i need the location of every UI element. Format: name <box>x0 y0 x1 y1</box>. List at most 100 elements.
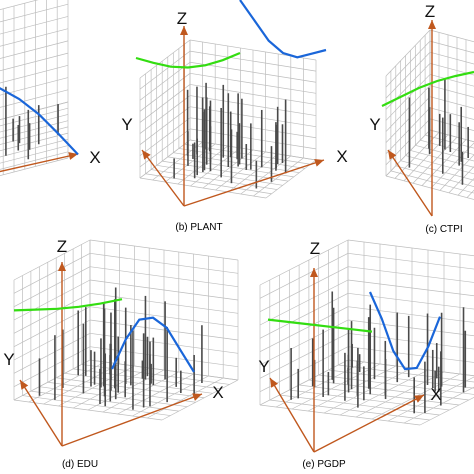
panel-b-floor-gridline <box>156 164 283 186</box>
panel-d-z-label: Z <box>57 237 67 256</box>
panel-d-floor-gridline <box>58 365 135 407</box>
panel-b-floor-gridline <box>162 160 289 182</box>
panel-d-left-wall-gridline <box>13 253 91 294</box>
panel-e-back-wall-gridline <box>347 252 474 270</box>
panel-a-back-wall-gridline <box>0 16 69 35</box>
panel-a-floor-gridline <box>0 132 69 152</box>
panel-e-left-wall-gridline <box>259 239 349 286</box>
caption-c: (c) CTPI <box>425 224 462 235</box>
panel-c-floor-gridline <box>400 160 474 181</box>
panel-e-z-label: Z <box>310 239 320 258</box>
panel-c-z-label: Z <box>425 2 435 21</box>
panel-a-chart: X <box>0 0 101 176</box>
panel-b-z-label: Z <box>177 9 187 28</box>
panel-e-floor-gridline <box>269 399 430 421</box>
panel-d-x-label: X <box>212 383 223 402</box>
panel-d-left-wall-gridline <box>13 306 91 347</box>
panel-c-back-wall-gridline <box>429 51 474 65</box>
panel-c-left-wall-gridline <box>385 40 431 88</box>
panel-c-left-wall-gridline <box>385 74 431 121</box>
panel-d-floor-gridline <box>13 359 91 401</box>
panel-b-back-wall-gridline <box>189 84 317 105</box>
panel-b-left-wall-gridline <box>139 50 191 90</box>
panel-b-left-wall-gridline <box>139 84 191 123</box>
panel-c-floor-gridline <box>405 155 474 175</box>
panel-c-back-wall-gridline <box>429 85 474 98</box>
panel-e-floor-gridline <box>299 384 460 406</box>
panel-e-left-wall-gridline <box>259 266 349 312</box>
panel-e-back-wall-gridline <box>347 266 474 283</box>
panel-d-back-wall-gridline <box>89 266 239 288</box>
caption-e: (e) PGDP <box>302 459 346 470</box>
panel-e-floor-gridline <box>308 379 469 401</box>
panel-c-ctpi-chart: ZY <box>369 2 474 217</box>
panel-a-back-wall-gridline <box>0 77 69 96</box>
panel-d-y-label: Y <box>3 350 14 369</box>
panel-a-floor-gridline <box>0 145 69 164</box>
panel-e-floor-gridline <box>355 371 445 418</box>
panel-a-floor-gridline <box>0 101 69 120</box>
panel-c-left-wall-gridline <box>385 107 431 155</box>
panel-b-floor-gridline <box>139 139 191 179</box>
panel-a-back-wall-gridline <box>0 52 69 72</box>
panel-e-floor-gridline <box>338 364 474 383</box>
panel-e-back-wall-gridline <box>347 279 474 297</box>
panel-d-left-wall-gridline <box>13 333 91 374</box>
panel-d-floor-gridline <box>161 379 239 421</box>
panel-d-back-wall-gridline <box>89 279 239 301</box>
panel-a-back-wall-gridline <box>0 28 69 47</box>
panel-b-left-wall-gridline <box>139 39 191 79</box>
panel-b-left-wall-gridline <box>139 128 191 168</box>
panel-e-x-trend-line <box>368 291 442 371</box>
panel-a-floor-gridline <box>0 114 69 133</box>
panel-a-floor-gridline <box>0 126 69 145</box>
panel-e-back-wall-gridline <box>347 306 474 323</box>
panel-d-y-trend-line <box>13 298 123 312</box>
panel-a-back-wall-gridline <box>0 64 69 84</box>
panel-d-back-wall-gridline <box>89 252 239 274</box>
panel-d-back-wall-gridline <box>89 292 239 314</box>
panel-e-back-wall-gridline <box>347 239 474 257</box>
panel-e-y-axis-arrow <box>269 377 315 453</box>
panel-b-x-trend-line <box>239 0 327 59</box>
panel-c-back-wall-gridline <box>429 29 474 43</box>
panel-d-back-wall-gridline <box>89 239 239 261</box>
panel-e-floor-gridline <box>339 369 429 416</box>
panel-c-left-wall-gridline <box>385 85 431 132</box>
panel-a-x-axis-arrow <box>0 153 79 173</box>
panel-d-floor-gridline <box>39 386 188 408</box>
panel-b-back-wall-gridline <box>189 72 317 94</box>
panel-b-floor-gridline <box>253 157 304 197</box>
panel-b-y-axis-arrow <box>141 149 185 207</box>
panel-d-floor-gridline <box>28 361 105 403</box>
panel-e-left-wall-gridline <box>259 279 349 326</box>
panel-b-floor-gridline <box>215 151 266 191</box>
panel-a-back-wall-gridline <box>0 40 69 59</box>
panel-b-floor-gridline <box>139 177 267 199</box>
panel-d-floor-gridline <box>56 377 205 399</box>
panel-e-floor-gridline <box>291 363 381 410</box>
panel-c-floor-gridline <box>448 166 474 194</box>
panel-b-x-axis-arrow <box>183 159 325 207</box>
panel-a-x-trend-line <box>0 87 79 156</box>
panel-b-y-label: Y <box>121 115 132 134</box>
panel-c-floor-gridline <box>410 150 474 168</box>
panel-d-floor-gridline <box>22 395 171 416</box>
panel-c-floor-gridline <box>457 177 474 196</box>
panel-c-y-trend-line <box>381 70 474 107</box>
panel-b-plant-chart: Z X Y <box>121 0 348 207</box>
panel-b-y-trend-line <box>135 51 241 69</box>
panel-c-left-wall-gridline <box>385 51 431 99</box>
panel-b-z-axis-arrow-head <box>180 26 188 35</box>
panel-c-floor-gridline <box>385 175 474 200</box>
panel-d-y-axis-arrow <box>19 379 63 447</box>
panel-e-x-axis-arrow <box>313 394 425 453</box>
panel-e-back-wall-gridline <box>347 332 474 350</box>
panel-e-y-trend-line <box>267 318 373 333</box>
panel-b-floor-gridline <box>145 173 272 195</box>
panel-d-left-wall-gridline <box>13 346 91 387</box>
panel-d-floor-gridline <box>81 364 230 385</box>
panel-d-x-axis-arrow <box>61 393 203 447</box>
panel-e-x-label: X <box>430 385 441 404</box>
panel-d-x-trend-line <box>111 316 195 373</box>
